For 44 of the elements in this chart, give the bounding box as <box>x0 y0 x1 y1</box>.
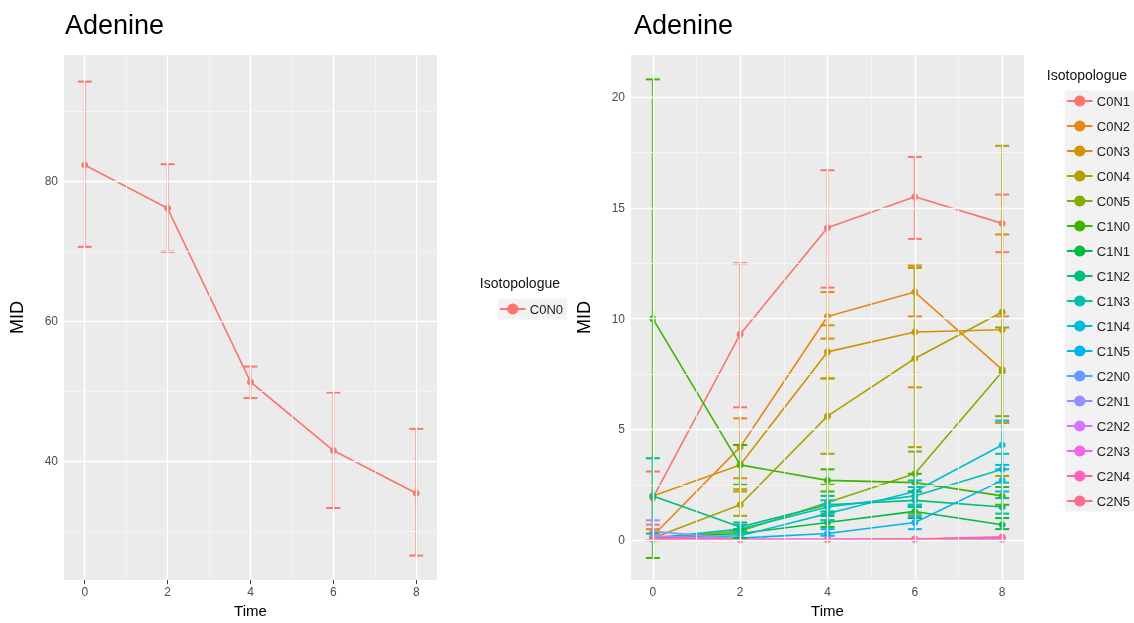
y-axis-title: MID <box>7 301 27 335</box>
x-tick-label: 6 <box>911 585 919 600</box>
y-tick-label: 40 <box>44 454 59 469</box>
y-tick-label: 60 <box>44 314 59 329</box>
x-axis-title: Time <box>811 602 844 619</box>
x-tick-label: 0 <box>649 585 657 600</box>
legend-title: Isotopologue <box>479 274 561 291</box>
legend-label: C2N1 <box>1096 393 1131 409</box>
x-tick-label: 6 <box>330 585 338 600</box>
y-tick-label: 80 <box>44 174 59 189</box>
y-tick-label: 10 <box>611 311 626 326</box>
x-tick-label: 4 <box>824 585 832 600</box>
x-tick-label: 2 <box>736 585 744 600</box>
legend-label: C1N2 <box>1096 268 1131 284</box>
y-tick-label: 5 <box>618 422 626 437</box>
y-tick-label: 15 <box>611 200 626 215</box>
x-tick-label: 0 <box>81 585 89 600</box>
legend-label: C1N5 <box>1096 343 1131 359</box>
x-tick-label: 4 <box>247 585 255 600</box>
x-tick-label: 8 <box>412 585 420 600</box>
legend-label: C2N2 <box>1096 418 1131 434</box>
legend-label: C0N3 <box>1096 143 1131 159</box>
x-tick-label: 2 <box>164 585 172 600</box>
chart-title: Adenine <box>65 9 165 40</box>
y-tick-label: 0 <box>618 533 626 548</box>
legend-label: C2N4 <box>1096 468 1131 484</box>
legend-label: C2N5 <box>1096 493 1131 509</box>
chart-title: Adenine <box>634 9 734 40</box>
y-tick-label: 20 <box>611 90 626 105</box>
legend-label: C0N4 <box>1096 168 1131 184</box>
legend-label: C0N1 <box>1096 93 1131 109</box>
legend-label: C0N0 <box>529 301 564 317</box>
y-axis-title: MID <box>574 301 594 335</box>
legend-label: C1N0 <box>1096 218 1131 234</box>
legend-label: C2N3 <box>1096 443 1131 459</box>
x-axis-title: Time <box>234 602 267 619</box>
legend-label: C1N3 <box>1096 293 1131 309</box>
x-tick-label: 8 <box>998 585 1006 600</box>
legend-label: C2N0 <box>1096 368 1131 384</box>
legend-title: Isotopologue <box>1046 66 1128 83</box>
legend-label: C1N1 <box>1096 243 1131 259</box>
legend-label: C0N2 <box>1096 118 1131 134</box>
legend-label: C0N5 <box>1096 193 1131 209</box>
legend-label: C1N4 <box>1096 318 1131 334</box>
